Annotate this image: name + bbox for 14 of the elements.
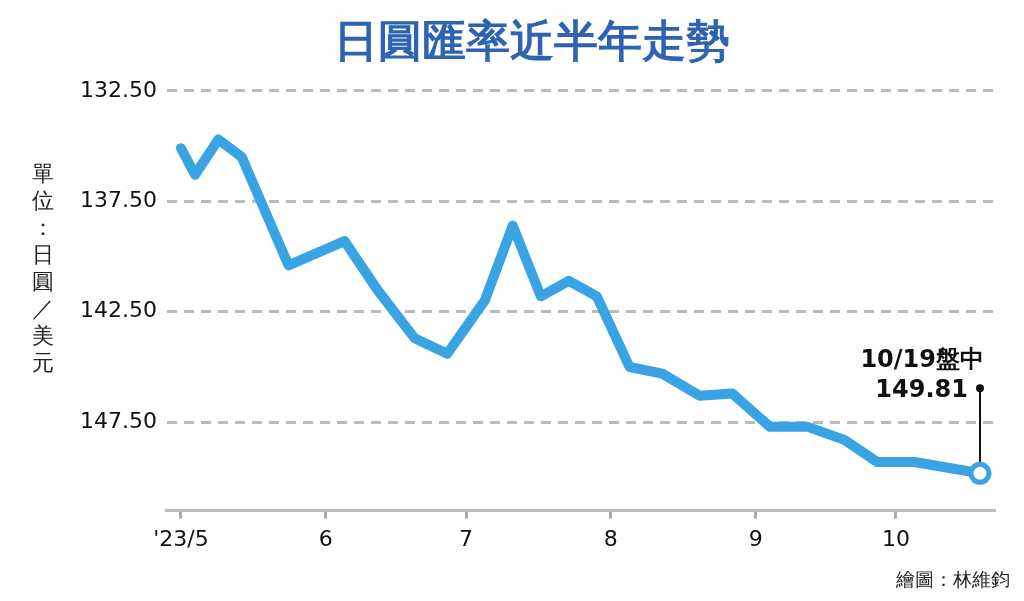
- annotation: 10/19盤中 149.81: [860, 345, 984, 404]
- x-tick-label: 8: [603, 525, 618, 551]
- y-tick-label: 142.50: [79, 297, 157, 323]
- x-tick-label: 7: [459, 525, 474, 551]
- chart-title: 日圓匯率近半年走勢: [334, 14, 730, 66]
- x-tick-label: 6: [318, 525, 333, 551]
- y-axis-title: 單位：日圓／美元: [31, 160, 55, 376]
- text: 繪圖：林維鈞: [896, 567, 1010, 592]
- y-tick-label: 132.50: [79, 76, 157, 102]
- x-tick-label: 9: [748, 525, 763, 551]
- y-tick-label: 137.50: [79, 186, 157, 212]
- x-tick-label: '23/5: [153, 525, 209, 551]
- y-tick-label: 147.50: [79, 407, 157, 433]
- x-tick-label: 10: [881, 525, 910, 551]
